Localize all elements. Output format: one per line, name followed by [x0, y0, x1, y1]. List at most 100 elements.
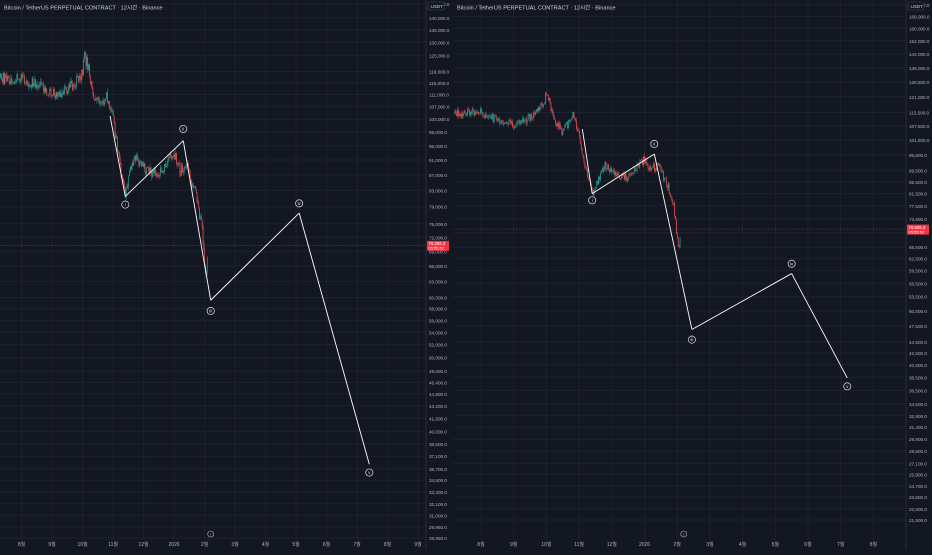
candle-body [568, 120, 569, 128]
candle-body [203, 242, 205, 250]
candle-body [179, 163, 181, 174]
currency-label[interactable]: USDT [911, 4, 924, 9]
candle-body [1, 80, 3, 82]
wave-label[interactable]: iv [790, 261, 794, 266]
candle-body [189, 170, 190, 172]
candle-body [204, 249, 206, 266]
current-price-label[interactable]: 70,269.3 [429, 241, 446, 246]
candle-body [138, 162, 140, 167]
candle-body [168, 157, 170, 159]
candle-body [482, 114, 484, 118]
candle-body [169, 153, 171, 158]
currency-label-box[interactable] [907, 1, 925, 11]
wave-label-circle[interactable] [650, 140, 659, 148]
countdown-label[interactable]: 05:55:52 [909, 229, 925, 234]
wave-label[interactable]: iii [209, 309, 212, 314]
wave-label-circle[interactable] [787, 259, 796, 268]
candle-body [200, 216, 201, 220]
wave-label[interactable]: v [368, 470, 371, 475]
wave-label-circle[interactable] [687, 335, 696, 344]
price-tick-label: 75,000.0 [429, 222, 447, 227]
candle-body [595, 186, 597, 189]
candle-body [573, 111, 575, 118]
candle-body [492, 113, 494, 123]
wave-label-circle[interactable] [295, 199, 304, 208]
price-axis[interactable]: 176,000.0168,000.0160,000.0152,000.0144,… [905, 0, 930, 550]
price-tick-label: 28,500.0 [909, 449, 927, 454]
currency-label-box[interactable] [427, 1, 445, 11]
candle-body [619, 174, 620, 179]
current-price-label[interactable]: 70,509.3 [909, 225, 926, 230]
candle-body [552, 109, 554, 114]
price-tick-label: 99,000.0 [429, 130, 447, 135]
candle-body [95, 98, 97, 101]
price-tick-label: 62,500.0 [909, 257, 927, 262]
price-tick-label: 31,400.0 [909, 425, 927, 430]
price-tick-label: 85,500.0 [909, 180, 927, 185]
candle-body [74, 85, 76, 88]
price-tick-label: 101,500.0 [909, 138, 930, 143]
candle-body [630, 173, 631, 175]
price-tick-label: 119,000.0 [429, 69, 450, 74]
wave-label[interactable]: iv [298, 201, 302, 206]
wave-label[interactable]: i [592, 198, 593, 203]
wave-label-circle[interactable] [179, 124, 188, 133]
candle-body [25, 82, 26, 84]
candle-body [473, 110, 475, 116]
candle-body [198, 201, 200, 209]
wave-label[interactable]: ii [182, 126, 184, 131]
time-marker-label[interactable]: r [683, 532, 685, 537]
wave-label-circle[interactable] [365, 468, 374, 477]
wave-label[interactable]: v [846, 384, 849, 389]
candle-body [164, 164, 165, 173]
candles[interactable] [454, 91, 681, 249]
candle-body [560, 127, 562, 130]
candle-body [583, 156, 585, 163]
chart-panel-1[interactable]: 146,000.0140,000.0135,000.0130,000.0125,… [0, 0, 450, 550]
wave-label-circle[interactable] [121, 200, 130, 209]
time-marker-label[interactable]: r [210, 532, 212, 537]
candles[interactable] [0, 50, 208, 277]
chart-panel-2[interactable]: 176,000.0168,000.0160,000.0152,000.0144,… [453, 0, 930, 550]
wave-label-circle[interactable] [588, 196, 597, 205]
wave-label[interactable]: iii [690, 337, 693, 342]
candle-body [458, 109, 459, 117]
time-marker-circle[interactable] [680, 530, 688, 538]
candle-body [183, 167, 185, 172]
price-tick-label: 66,000.0 [429, 264, 447, 269]
candle-body [85, 55, 87, 67]
candle-body [64, 86, 66, 94]
candle-body [574, 117, 576, 119]
candle-body [22, 76, 24, 78]
candle-body [597, 180, 599, 185]
candle-body [460, 113, 462, 118]
candle-body [94, 98, 95, 100]
candle-body [483, 117, 485, 119]
wave-label[interactable]: i [125, 202, 126, 207]
wave-label-circle[interactable] [206, 307, 215, 315]
wave-label-circle[interactable] [843, 382, 852, 391]
current-price-badge[interactable] [427, 240, 449, 251]
currency-label[interactable]: USDT [431, 4, 444, 9]
price-tick-label: 50,000.0 [429, 356, 447, 361]
candle-body [71, 81, 72, 84]
candle-body [153, 170, 154, 174]
wave-segment [210, 212, 300, 301]
current-price-badge[interactable] [907, 224, 929, 235]
candle-body [143, 163, 145, 167]
time-marker-circle[interactable] [207, 530, 214, 538]
countdown-label[interactable]: 05:55:52 [429, 246, 445, 251]
candle-body [107, 92, 108, 103]
price-axis[interactable]: 146,000.0140,000.0135,000.0130,000.0125,… [425, 0, 450, 550]
candle-body [641, 159, 642, 161]
candle-body [125, 187, 127, 198]
candle-body [140, 161, 142, 164]
wave-label[interactable]: ii [653, 142, 655, 147]
price-tick-label: 47,500.0 [909, 324, 927, 329]
candle-body [655, 168, 657, 170]
price-tick-label: 31,000.0 [429, 513, 447, 518]
price-tick-label: 125,000.0 [429, 53, 450, 58]
